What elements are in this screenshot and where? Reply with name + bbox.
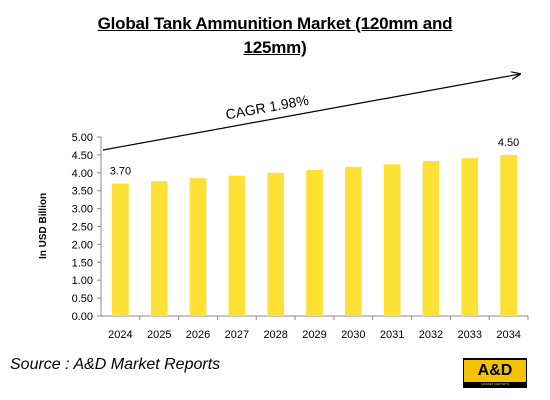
bar-2026 — [189, 178, 207, 316]
source-note: Source : A&D Market Reports — [10, 356, 221, 373]
x-tick-label: 2025 — [147, 329, 171, 341]
logo: A&D MARKET REPORTS — [463, 358, 527, 388]
data-label: 3.70 — [110, 166, 131, 178]
cagr-annotation: CAGR 1.98% — [224, 92, 310, 123]
y-tick-label: 4.50 — [72, 150, 93, 162]
bar-2032 — [422, 160, 440, 316]
bar-2029 — [306, 169, 323, 316]
chart-title-line-1: Global Tank Ammunition Market (120mm and — [97, 14, 453, 33]
y-tick-label: 5.00 — [72, 132, 93, 144]
bar-2028 — [267, 172, 285, 316]
cagr-arrow — [102, 74, 520, 151]
bar-2034 — [500, 154, 517, 316]
bar-2024 — [112, 183, 129, 316]
x-tick-label: 2028 — [263, 329, 287, 341]
y-tick-label: 3.00 — [72, 204, 93, 216]
bar-2025 — [150, 181, 168, 316]
x-tick-label: 2033 — [458, 329, 482, 341]
x-tick-label: 2031 — [380, 329, 404, 341]
y-tick-label: 1.00 — [72, 275, 93, 287]
x-tick-label: 2027 — [225, 329, 249, 341]
data-label: 4.50 — [498, 137, 519, 149]
x-tick-label: 2032 — [419, 329, 443, 341]
logo-subtext: MARKET REPORTS — [481, 382, 509, 386]
bar-2033 — [461, 158, 479, 316]
bar-2030 — [344, 167, 362, 316]
y-tick-label: 2.50 — [72, 222, 93, 234]
x-tick-label: 2026 — [186, 329, 210, 341]
y-tick-label: 2.00 — [72, 239, 93, 251]
y-tick-label: 3.50 — [72, 186, 93, 198]
x-tick-label: 2030 — [341, 329, 365, 341]
logo-text: A&D — [464, 360, 526, 382]
x-tick-label: 2034 — [496, 329, 520, 341]
chart-title-line-2: 125mm) — [243, 38, 307, 57]
y-tick-label: 1.50 — [72, 257, 93, 269]
bar-2027 — [228, 175, 246, 316]
y-tick-label: 4.00 — [72, 168, 93, 180]
x-tick-label: 2029 — [302, 329, 326, 341]
x-tick-label: 2024 — [108, 329, 132, 341]
y-tick-label: 0.00 — [72, 311, 93, 323]
y-tick-label: 0.50 — [72, 293, 93, 305]
y-axis-label: In USD Billion — [38, 193, 49, 259]
bar-2031 — [383, 164, 401, 316]
